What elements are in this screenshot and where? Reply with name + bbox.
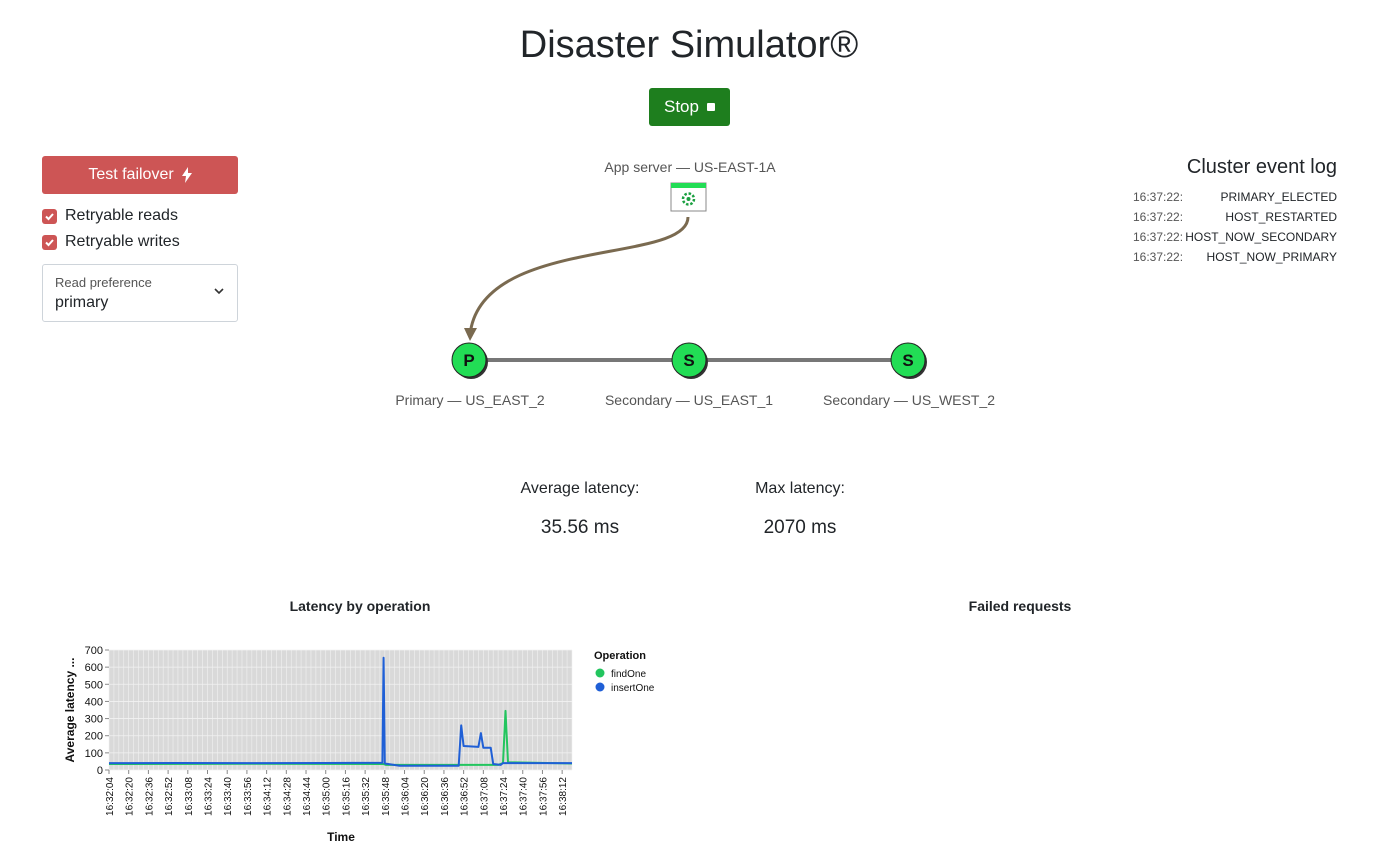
event-time: 16:37:22: [1133,230,1184,244]
x-tick-label: 16:35:32 [361,777,372,816]
test-failover-label: Test failover [88,166,174,183]
x-tick-label: 16:38:12 [558,777,569,816]
legend-title: Operation [594,650,646,662]
stop-button[interactable]: Stop [649,88,730,126]
test-failover-button[interactable]: Test failover [42,156,238,194]
event-time: 16:37:22: [1133,190,1184,204]
event-log-title: Cluster event log [1186,156,1337,178]
app-server-icon[interactable] [670,182,707,212]
x-tick-label: 16:33:56 [243,777,254,816]
secondary-node-label: Secondary — US_EAST_1 [604,392,774,408]
x-tick-label: 16:37:56 [538,777,549,816]
failed-requests-title: Failed requests [968,598,1072,614]
primary-node[interactable]: P [451,342,488,379]
retryable-writes-checkbox[interactable]: Retryable writes [42,233,180,251]
x-tick-label: 16:35:48 [381,777,392,816]
series-line-insertOne [108,656,572,767]
event-log-entry: 16:37:22: HOST_NOW_SECONDARY [1133,230,1337,244]
secondary-node-letter: S [902,351,913,370]
y-tick-label: 300 [85,714,103,726]
secondary-node-letter: S [683,351,694,370]
secondary-node-label: Secondary — US_WEST_2 [823,392,995,408]
chevron-down-icon [214,288,224,295]
x-tick-label: 16:33:08 [184,777,195,816]
event-log-entry: 16:37:22: HOST_RESTARTED [1133,210,1337,224]
x-tick-label: 16:37:08 [479,777,490,816]
read-preference-value: primary [55,294,109,311]
max-latency-label: Max latency: [755,480,845,497]
legend-label: insertOne [611,683,655,694]
y-tick-label: 700 [85,645,103,657]
latency-chart-title: Latency by operation [289,598,431,614]
x-tick-label: 16:33:24 [204,777,215,816]
event-log-entry: 16:37:22: HOST_NOW_PRIMARY [1133,250,1337,264]
event-time: 16:37:22: [1133,250,1184,264]
retryable-reads-checkbox[interactable]: Retryable reads [42,207,178,225]
x-axis-label: Time [327,830,355,844]
y-tick-label: 100 [85,748,103,760]
average-latency-label: Average latency: [520,480,640,497]
arrow-head-icon [464,328,477,341]
topology-diagram: P S S [451,182,927,379]
event-time: 16:37:22: [1133,210,1184,224]
event-type: HOST_NOW_PRIMARY [1206,250,1337,264]
read-preference-label: Read preference [55,275,152,290]
latency-chart: 0 100 200 300 400 500 600 700 16:32:04 16:32:20 1… [63,645,655,844]
y-tick-label: 600 [85,662,103,674]
x-tick-label: 16:37:40 [519,777,530,816]
y-tick-label: 0 [97,765,103,777]
x-tick-label: 16:36:36 [440,777,451,816]
x-tick-label: 16:36:20 [420,777,431,816]
secondary-node-us-west-2[interactable]: S [890,342,927,379]
x-tick-label: 16:36:52 [460,777,471,816]
event-type: PRIMARY_ELECTED [1220,190,1337,204]
retryable-writes-label: Retryable writes [65,233,180,250]
legend-swatch [595,668,605,678]
x-tick-label: 16:32:20 [125,777,136,816]
app-to-primary-link [468,216,690,336]
event-log-entry: 16:37:22: PRIMARY_ELECTED [1133,190,1337,204]
max-latency-value: 2070 ms [763,517,837,538]
page-title: Disaster Simulator® [519,24,859,66]
x-tick-label: 16:35:16 [341,777,352,816]
checkbox-checked-icon[interactable] [42,208,57,224]
event-type: HOST_NOW_SECONDARY [1185,230,1337,244]
x-tick-label: 16:32:36 [144,777,155,816]
x-tick-label: 16:34:44 [302,777,313,816]
secondary-node-us-east-1[interactable]: S [671,342,708,379]
x-tick-label: 16:37:24 [499,777,510,816]
y-tick-label: 200 [85,731,103,743]
y-axis-label: Average latency ... [63,658,77,763]
lightning-icon [181,167,192,183]
read-preference-select[interactable]: Read preference primary [42,264,238,322]
x-tick-label: 16:33:40 [223,777,234,816]
checkbox-checked-icon[interactable] [42,234,57,250]
x-tick-label: 16:34:12 [263,777,274,816]
y-tick-label: 500 [85,679,103,691]
x-tick-label: 16:34:28 [282,777,293,816]
y-tick-label: 400 [85,696,103,708]
primary-node-letter: P [463,351,474,370]
stop-label: Stop [664,97,699,116]
legend-swatch [595,682,605,692]
x-tick-label: 16:35:00 [322,777,333,816]
retryable-reads-label: Retryable reads [65,207,178,224]
event-type: HOST_RESTARTED [1225,210,1337,224]
stop-icon [706,103,715,111]
x-tick-label: 16:36:04 [401,777,412,816]
x-tick-label: 16:32:04 [105,777,116,816]
x-tick-label: 16:32:52 [164,777,175,816]
legend-label: findOne [611,669,646,680]
app-server-label: App server — US-EAST-1A [604,159,776,175]
primary-node-label: Primary — US_EAST_2 [395,392,545,408]
average-latency-value: 35.56 ms [540,517,620,538]
